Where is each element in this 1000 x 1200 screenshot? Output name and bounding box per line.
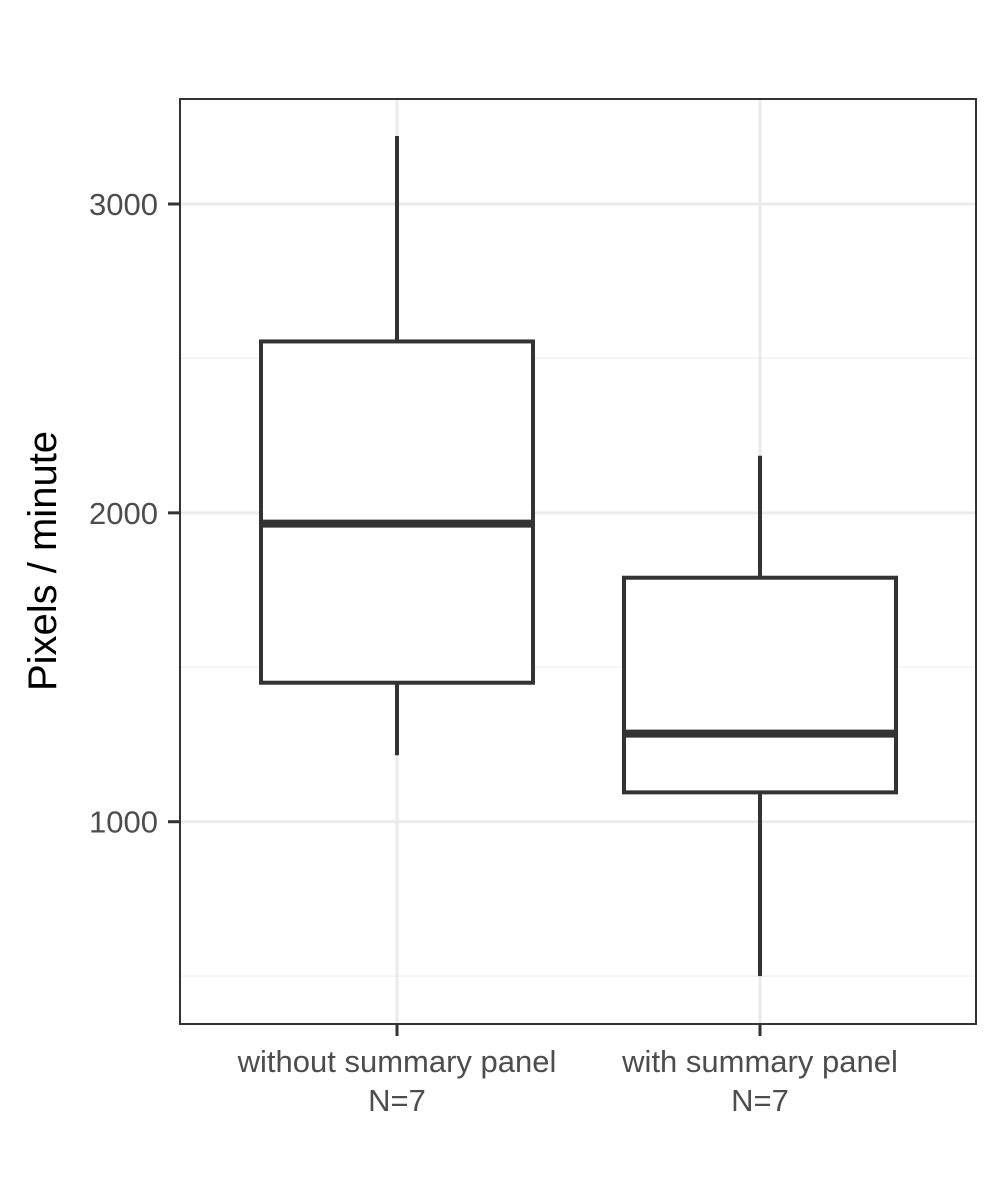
y-axis-title: Pixels / minute — [21, 431, 65, 691]
panel-border — [179, 98, 977, 1025]
box-layer — [259, 136, 898, 977]
x-tick-label: without summary panel — [237, 1044, 557, 1079]
x-tick-n-label: N=7 — [731, 1083, 789, 1118]
y-tick-label: 3000 — [89, 187, 158, 222]
box-iqr — [622, 575, 898, 795]
axis-layer: 1000 2000 3000 without summary panel N=7 with… — [89, 187, 898, 1118]
box-iqr — [259, 339, 535, 685]
y-tick-label: 2000 — [89, 496, 158, 531]
x-tick-label: with summary panel — [621, 1044, 898, 1079]
x-tick-n-label: N=7 — [368, 1083, 426, 1118]
y-tick-label: 1000 — [89, 805, 158, 840]
